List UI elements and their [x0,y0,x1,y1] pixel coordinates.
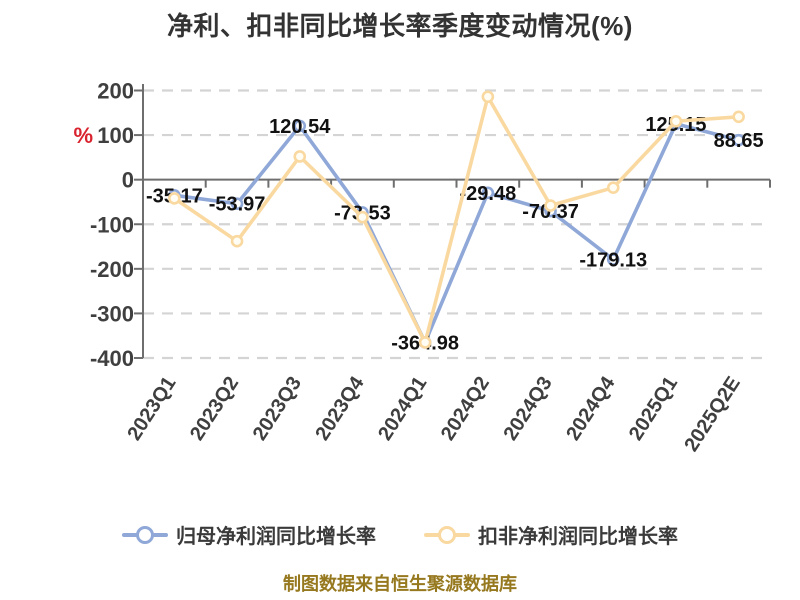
legend-marker-blue-icon [122,525,168,544]
data-point-marker-parent-net-profit [230,197,244,211]
x-tick-label: 2023Q4 [311,372,369,444]
series-line-parent-net-profit [172,122,741,345]
legend: 归母净利润同比增长率 扣非净利润同比增长率 [0,520,800,549]
data-point-label: 120.54 [269,116,331,138]
legend-marker-yellow-icon [424,525,470,544]
data-point-label: -29.48 [459,183,516,205]
unit-percent-label: % [73,123,93,148]
data-point-marker-deducted-net-profit [606,181,620,194]
series-line-deducted-net-profit [172,94,741,345]
x-tick-label: 2023Q1 [123,373,180,445]
data-point-marker-deducted-net-profit [669,114,683,128]
y-tick-label: -300 [90,301,134,326]
x-tick-label: 2024Q4 [562,372,620,444]
y-tick-label: 100 [97,123,134,148]
y-tick-label: -400 [90,346,134,371]
x-tick-label: 2024Q2 [437,373,494,445]
data-point-marker-deducted-net-profit [544,199,557,212]
data-point-marker-deducted-net-profit [293,150,307,163]
data-point-label: -70.37 [522,201,579,223]
legend-item-deducted-net-profit[interactable]: 扣非净利润同比增长率 [424,520,678,549]
data-point-label: -53.97 [209,194,266,216]
data-point-marker-deducted-net-profit [732,110,745,124]
data-point-marker-deducted-net-profit [418,336,432,349]
x-tick-label: 2025Q2E [680,373,744,456]
plot-area: 2001000-100-200-300-400%-35.17-53.97120.… [73,79,771,456]
data-point-marker-parent-net-profit [732,133,745,147]
x-tick-label: 2025Q1 [625,373,682,445]
legend-label-deducted-net-profit: 扣非净利润同比增长率 [478,526,678,548]
y-tick-label: -100 [90,212,134,237]
data-point-marker-parent-net-profit [293,119,307,133]
data-point-marker-parent-net-profit [481,186,495,200]
data-point-label: -179.13 [579,250,647,272]
legend-item-parent-net-profit[interactable]: 归母净利润同比增长率 [122,520,376,549]
data-point-label: 88.65 [714,130,764,152]
x-tick-label: 2023Q3 [249,373,306,445]
legend-label-parent-net-profit: 归母净利润同比增长率 [176,526,376,548]
y-tick-label: -200 [90,257,134,282]
data-source-note: 制图数据来自恒生聚源数据库 [283,574,517,594]
x-tick-label: 2024Q3 [500,373,557,445]
x-tick-label: 2024Q1 [374,373,431,445]
data-point-marker-deducted-net-profit [481,90,495,104]
data-point-marker-deducted-net-profit [168,192,181,205]
x-tick-label: 2023Q2 [186,373,243,445]
y-tick-label: 200 [97,79,134,104]
y-tick-label: 0 [122,168,134,193]
data-point-marker-deducted-net-profit [356,210,369,224]
data-point-marker-parent-net-profit [606,253,620,266]
data-point-marker-deducted-net-profit [230,234,244,248]
chart-title: 净利、扣非同比增长率季度变动情况(%) [167,11,633,41]
